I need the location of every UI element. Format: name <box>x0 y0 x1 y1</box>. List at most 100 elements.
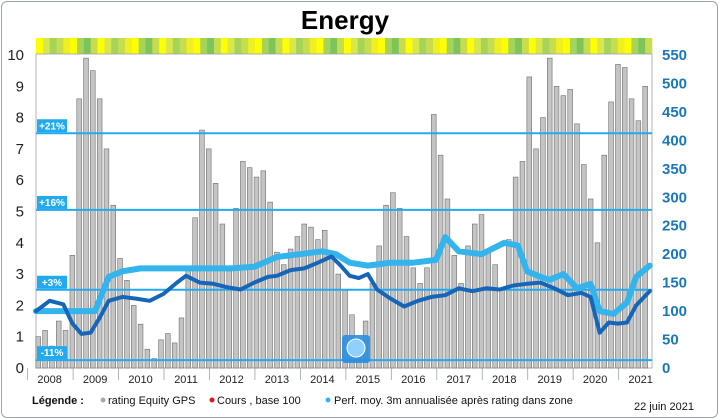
legend-marker-cours <box>209 397 215 403</box>
rating-strip-cell <box>49 38 57 54</box>
y-left-tick-label: 6 <box>16 172 24 189</box>
rating-strip-cell <box>535 38 543 54</box>
rating-bar <box>472 223 478 369</box>
rating-bar <box>465 245 471 369</box>
rating-bar <box>274 251 280 369</box>
y-right-tick-label: 150 <box>662 275 687 292</box>
rating-strip-cell <box>337 38 345 54</box>
rating-bar <box>144 348 151 369</box>
rating-strip-cell <box>480 38 489 54</box>
y-right-tick-label: 500 <box>662 75 687 92</box>
band-label: +16% <box>39 198 65 209</box>
rating-bar <box>96 98 103 369</box>
rating-strip-cell <box>268 38 276 54</box>
rating-strip-cell <box>275 38 283 54</box>
legend-item-rating: rating Equity GPS <box>108 395 195 407</box>
x-tick-label: 2021 <box>628 374 652 386</box>
y-right-tick-label: 200 <box>662 246 687 263</box>
rating-bar <box>403 236 410 369</box>
rating-strip-cell <box>289 38 297 54</box>
rating-bar <box>137 323 144 369</box>
rating-bar <box>253 176 260 369</box>
rating-strip-cell <box>350 38 358 54</box>
rating-strip-cell <box>597 38 605 54</box>
rating-strip-cell <box>467 38 475 54</box>
y-left-tick-label: 8 <box>16 110 24 127</box>
y-right-tick-label: 0 <box>662 360 670 377</box>
y-right-tick-label: 450 <box>662 104 687 121</box>
rating-bar <box>492 264 498 369</box>
rating-bar <box>560 95 567 369</box>
rating-strip-cell <box>152 38 160 54</box>
rating-bar <box>76 98 82 369</box>
rating-strip-cell <box>118 38 126 54</box>
chart-title: Energy <box>301 5 390 35</box>
rating-strip-cell <box>610 38 619 54</box>
y-left-tick-label: 1 <box>16 329 24 346</box>
rating-strip-cell <box>460 38 468 54</box>
rating-strip-cell <box>357 38 365 54</box>
rating-strip-cell <box>200 38 208 54</box>
rating-bar <box>90 70 96 369</box>
rating-strip-cell <box>576 38 584 54</box>
rating-bar <box>437 154 444 369</box>
rating-strip-cell <box>309 38 317 54</box>
rating-strip-cell <box>604 38 612 54</box>
band-label-bg <box>37 275 67 289</box>
rating-strip-cell <box>193 38 201 54</box>
band-label-bg <box>37 346 67 360</box>
rating-strip-cell <box>398 38 406 54</box>
legend-title: Légende : <box>32 395 84 407</box>
rating-bar <box>301 223 307 369</box>
legend-marker-rating <box>100 397 106 403</box>
rating-strip-cell <box>63 38 71 54</box>
x-tick-label: 2014 <box>310 374 334 386</box>
band-label-bg <box>37 119 67 133</box>
x-tick-label: 2010 <box>128 374 152 386</box>
rating-strip-cell <box>261 38 270 54</box>
rating-bar <box>601 154 607 369</box>
rating-strip-cell <box>494 38 502 54</box>
rating-bar <box>321 229 328 369</box>
rating-strip-cell <box>220 38 228 54</box>
rating-strip-cell <box>138 38 146 54</box>
rating-strip-cell <box>542 38 550 54</box>
band-label: +21% <box>39 121 65 132</box>
rating-strip-cell <box>97 38 105 54</box>
rating-strip-cell <box>645 38 653 54</box>
rating-bar <box>117 258 123 369</box>
rating-strip-cell <box>528 38 536 54</box>
rating-strip-cell <box>296 38 304 54</box>
rating-strip-cell <box>617 38 625 54</box>
rating-bar <box>581 164 587 369</box>
rating-bar <box>431 114 437 369</box>
rating-bar <box>178 317 185 369</box>
rating-strip-cell <box>487 38 495 54</box>
rating-strip-cell <box>77 38 85 54</box>
rating-strip-cell <box>111 38 119 54</box>
rating-strip-cell <box>131 38 139 54</box>
rating-strip-cell <box>638 38 646 54</box>
rating-strip-cell <box>453 38 461 54</box>
rating-strip-cell <box>378 38 386 54</box>
rating-bar <box>642 86 648 369</box>
rating-bar <box>165 333 171 369</box>
rating-strip-cell <box>282 38 290 54</box>
legend-item-perf: Perf. moy. 3m annualisée après rating da… <box>334 395 573 407</box>
equity-gps-logo-globe-icon <box>346 338 366 358</box>
rating-strip-cell <box>179 38 187 54</box>
rating-bar <box>390 192 396 369</box>
x-tick-label: 2013 <box>265 374 289 386</box>
rating-bar <box>553 86 560 369</box>
perf-line <box>33 234 653 317</box>
plot-area: +21%+16%+3%-11%0123456789100501001502002… <box>7 38 687 386</box>
rating-bar <box>383 204 389 369</box>
rating-strip-cell <box>446 38 454 54</box>
rating-strip-cell <box>316 38 324 54</box>
y-right-tick-label: 350 <box>662 161 687 178</box>
rating-bar <box>315 239 321 369</box>
legend: Légende : rating Equity GPS Cours , base… <box>32 395 694 413</box>
rating-strip-cell <box>515 38 523 54</box>
rating-strip-cell <box>172 38 181 54</box>
